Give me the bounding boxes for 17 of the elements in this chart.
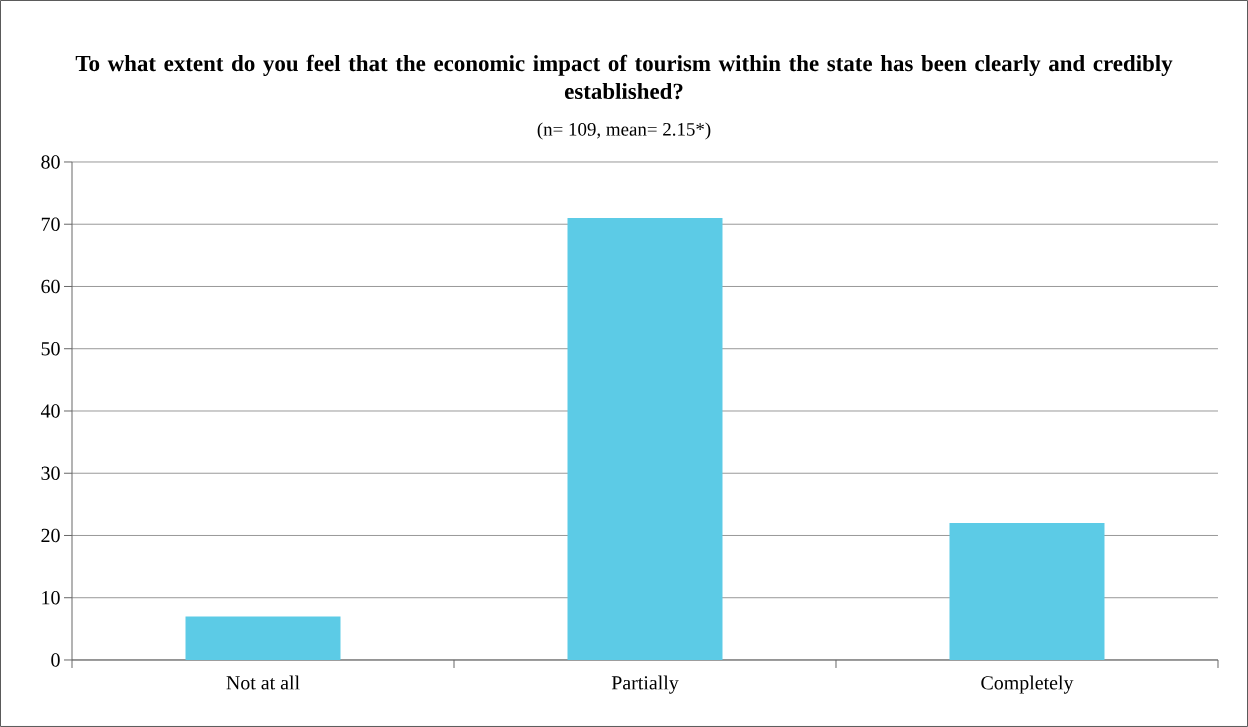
x-tick-label: Partially bbox=[611, 675, 679, 694]
y-tick-label: 50 bbox=[41, 342, 60, 356]
y-tick-label: 20 bbox=[41, 528, 60, 543]
y-tick-label: 10 bbox=[42, 591, 60, 605]
x-tick-label: Not at all bbox=[226, 675, 300, 690]
y-tick-label: 80 bbox=[41, 155, 60, 169]
bar bbox=[185, 616, 341, 660]
bar bbox=[949, 523, 1105, 660]
chart-subtitle: (n= 109, mean= 2.15*) bbox=[537, 122, 711, 140]
bar bbox=[567, 218, 723, 660]
y-tick-label: 0 bbox=[51, 653, 60, 667]
y-tick-label: 30 bbox=[41, 466, 60, 480]
y-tick-label: 70 bbox=[41, 217, 60, 231]
chart-title: To what extent do you feel that the economic impact of tourism within the state has been clearly and credibly established? bbox=[75, 54, 1173, 100]
y-tick-label: 60 bbox=[41, 279, 60, 294]
x-tick-label: Completely bbox=[981, 675, 1074, 694]
y-tick-label: 40 bbox=[40, 404, 60, 418]
